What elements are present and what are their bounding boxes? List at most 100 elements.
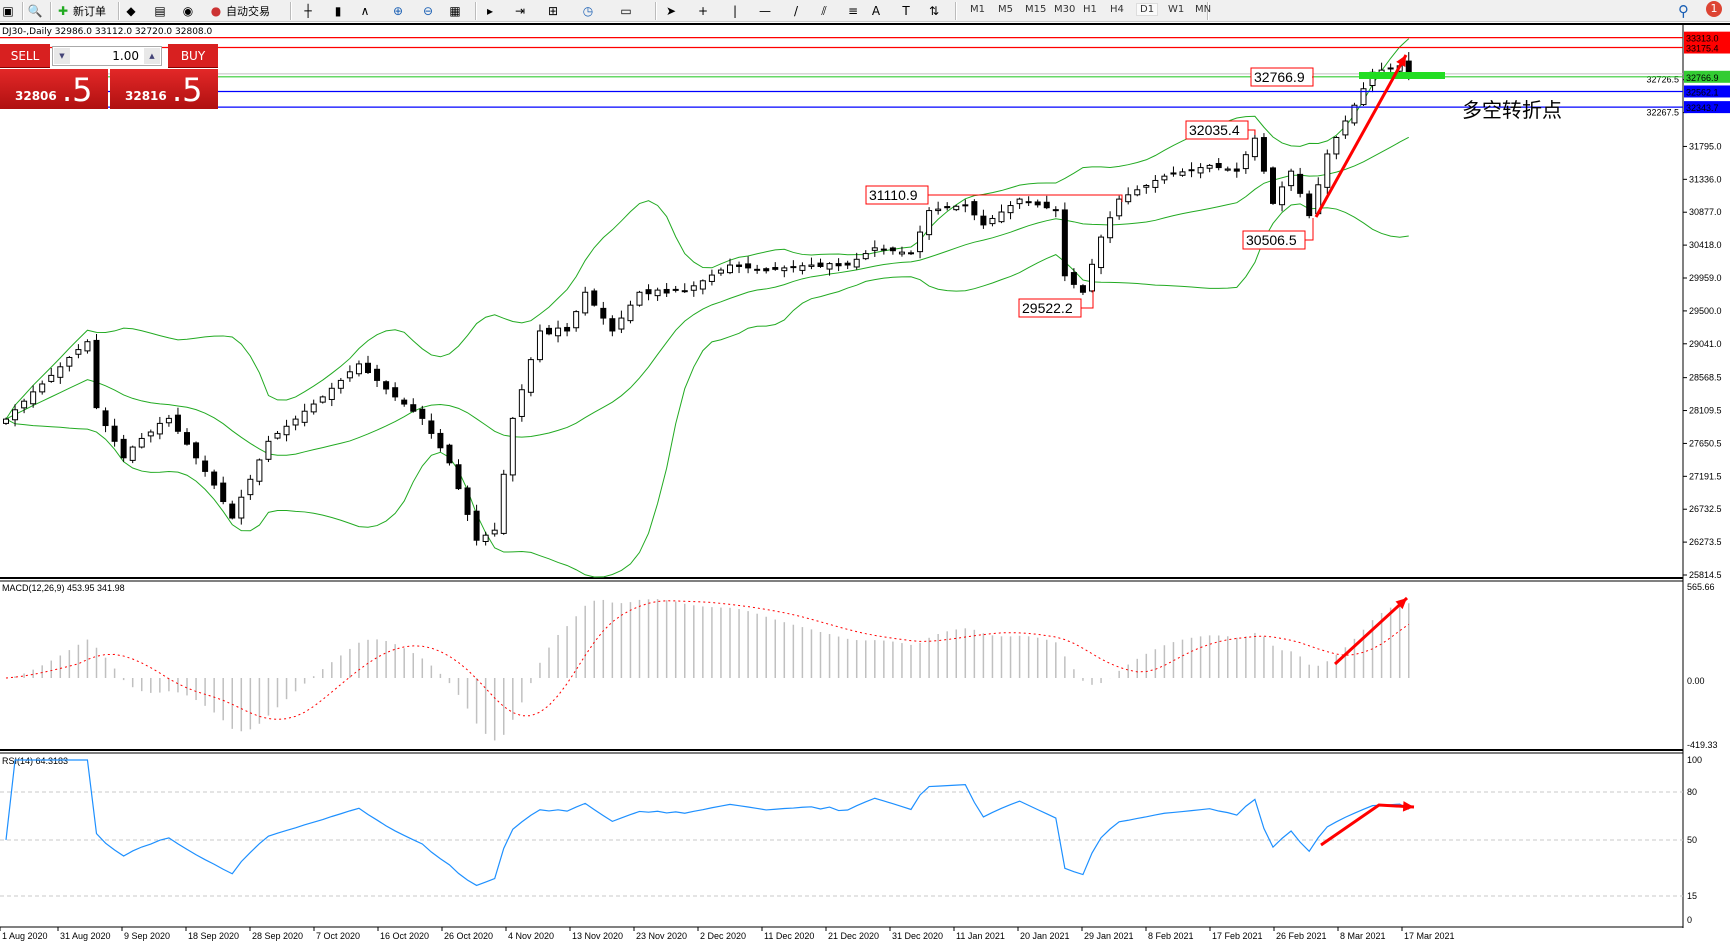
timeframe-m15[interactable]: M15 [1025, 4, 1047, 15]
timeframe-w1[interactable]: W1 [1168, 4, 1185, 15]
buy-price-button[interactable]: 32816 .5 [110, 69, 218, 109]
candle-body [1134, 189, 1141, 196]
timeframe-mn[interactable]: MN [1195, 4, 1212, 15]
horizontal-line-button[interactable]: — [757, 2, 773, 20]
candle-body [1179, 171, 1186, 176]
candle-body [156, 422, 163, 435]
candle-body [256, 459, 263, 482]
price-axis-label: 30418.0 [1689, 240, 1722, 250]
lot-size-field[interactable]: ▼ 1.00 ▲ [52, 46, 162, 66]
market-watch-button[interactable]: ▤ [152, 2, 168, 20]
chart-shift-button[interactable]: ▸ [482, 2, 498, 20]
new-order-button[interactable]: ✚ 新订单 [55, 2, 106, 20]
search-icon[interactable]: ⚲ [1678, 2, 1689, 20]
candle-body [1143, 184, 1150, 188]
candle-body [392, 387, 399, 398]
notification-badge[interactable]: 1 [1706, 1, 1722, 17]
timeframe-h1[interactable]: H1 [1083, 4, 1097, 15]
candle-body [455, 464, 462, 490]
vertical-line-button[interactable]: | [727, 2, 743, 20]
time-axis-label: 18 Sep 2020 [188, 931, 239, 941]
time-axis-label: 8 Feb 2021 [1148, 931, 1194, 941]
time-axis-label: 11 Dec 2020 [764, 931, 814, 941]
time-axis-label: 17 Mar 2021 [1404, 931, 1455, 941]
price-axis-label: 29041.0 [1689, 339, 1722, 349]
candle-body [736, 264, 743, 267]
templates-icon: ▭ [620, 4, 632, 18]
candle-body [1242, 154, 1249, 170]
sell-price-button[interactable]: 32806 .5 [0, 69, 108, 109]
window-button[interactable]: ▣ [0, 2, 16, 20]
candle-body [1161, 175, 1168, 181]
candle-body [202, 460, 209, 472]
lot-increase-icon[interactable]: ▲ [144, 48, 160, 64]
timeframe-m1[interactable]: M1 [970, 4, 985, 15]
candle-body [717, 269, 724, 274]
cursor-button[interactable]: ➤ [663, 2, 679, 20]
periods-icon: ◷ [582, 4, 594, 18]
trendline-button[interactable]: / [788, 2, 804, 20]
periods-button[interactable]: ◷ [580, 2, 596, 20]
candle-body [699, 280, 706, 290]
candle-body [627, 304, 634, 322]
candle-body [39, 383, 46, 393]
candle-body [1342, 120, 1349, 136]
timeframe-h4[interactable]: H4 [1110, 4, 1124, 15]
rsi-trend-arrow-head [1402, 801, 1414, 812]
navigator-zoom-button[interactable]: 🔍 [27, 2, 43, 20]
time-axis-label: 26 Feb 2021 [1276, 931, 1327, 941]
fibonacci-button[interactable]: ≡ [845, 2, 861, 20]
candle-body [1052, 209, 1059, 212]
candle-body [518, 389, 525, 417]
timeframe-d1[interactable]: D1 [1135, 3, 1159, 16]
candle-body [1043, 201, 1050, 209]
candle-body [1061, 209, 1068, 277]
timeframe-m30[interactable]: M30 [1054, 4, 1076, 15]
candle-chart-button[interactable]: ▮ [330, 2, 346, 20]
bar-chart-button[interactable]: ┼ [300, 2, 316, 20]
meta-editor-button[interactable]: ◆ [123, 2, 139, 20]
macd-signal-line [5, 600, 1410, 720]
lot-value[interactable]: 1.00 [112, 49, 139, 63]
auto-trading-button[interactable]: ● 自动交易 [208, 2, 270, 20]
price-annotation-label: 30506.5 [1246, 232, 1297, 248]
timeframe-m5[interactable]: M5 [998, 4, 1013, 15]
candle-body [980, 215, 987, 226]
text-label-button[interactable]: T [898, 2, 914, 20]
equidistant-channel-button[interactable]: ⫽ [816, 2, 832, 20]
templates-button[interactable]: ▭ [618, 2, 634, 20]
tile-windows-button[interactable]: ▦ [447, 2, 463, 20]
candle-body [464, 487, 471, 515]
candle-body [509, 417, 516, 476]
indicators-button[interactable]: ⊞ [545, 2, 561, 20]
crosshair-button[interactable]: + [695, 2, 711, 20]
candle-body [1306, 193, 1313, 217]
rsi-axis-label: 100 [1687, 755, 1702, 765]
zoom-in-button[interactable]: ⊕ [390, 2, 406, 20]
price-level-label: 32562.1 [1686, 87, 1719, 97]
price-level-tag [1684, 31, 1730, 44]
line-chart-button[interactable]: ∧ [357, 2, 373, 20]
candle-body [1297, 173, 1304, 194]
text-button[interactable]: A [868, 2, 884, 20]
sell-button[interactable]: SELL [0, 44, 50, 68]
price-level-tag [1684, 101, 1730, 114]
candle-body [1324, 153, 1331, 188]
lot-decrease-icon[interactable]: ▼ [54, 48, 70, 64]
arrows-button[interactable]: ⇅ [926, 2, 942, 20]
candle-body [1034, 201, 1041, 206]
fibonacci-icon: ≡ [847, 4, 859, 18]
autoscroll-button[interactable]: ⇥ [512, 2, 528, 20]
candle-body [799, 265, 806, 271]
signals-button[interactable]: ◉ [180, 2, 196, 20]
time-axis-label: 2 Dec 2020 [700, 931, 746, 941]
candle-body [1351, 104, 1358, 124]
buy-button[interactable]: BUY [168, 44, 218, 68]
auto-trading-icon: ● [210, 4, 222, 18]
candle-body [763, 268, 770, 272]
zoom-out-button[interactable]: ⊖ [420, 2, 436, 20]
candle-body [564, 326, 571, 332]
price-axis-label: 28109.5 [1689, 406, 1722, 416]
candle-body [1188, 169, 1195, 172]
